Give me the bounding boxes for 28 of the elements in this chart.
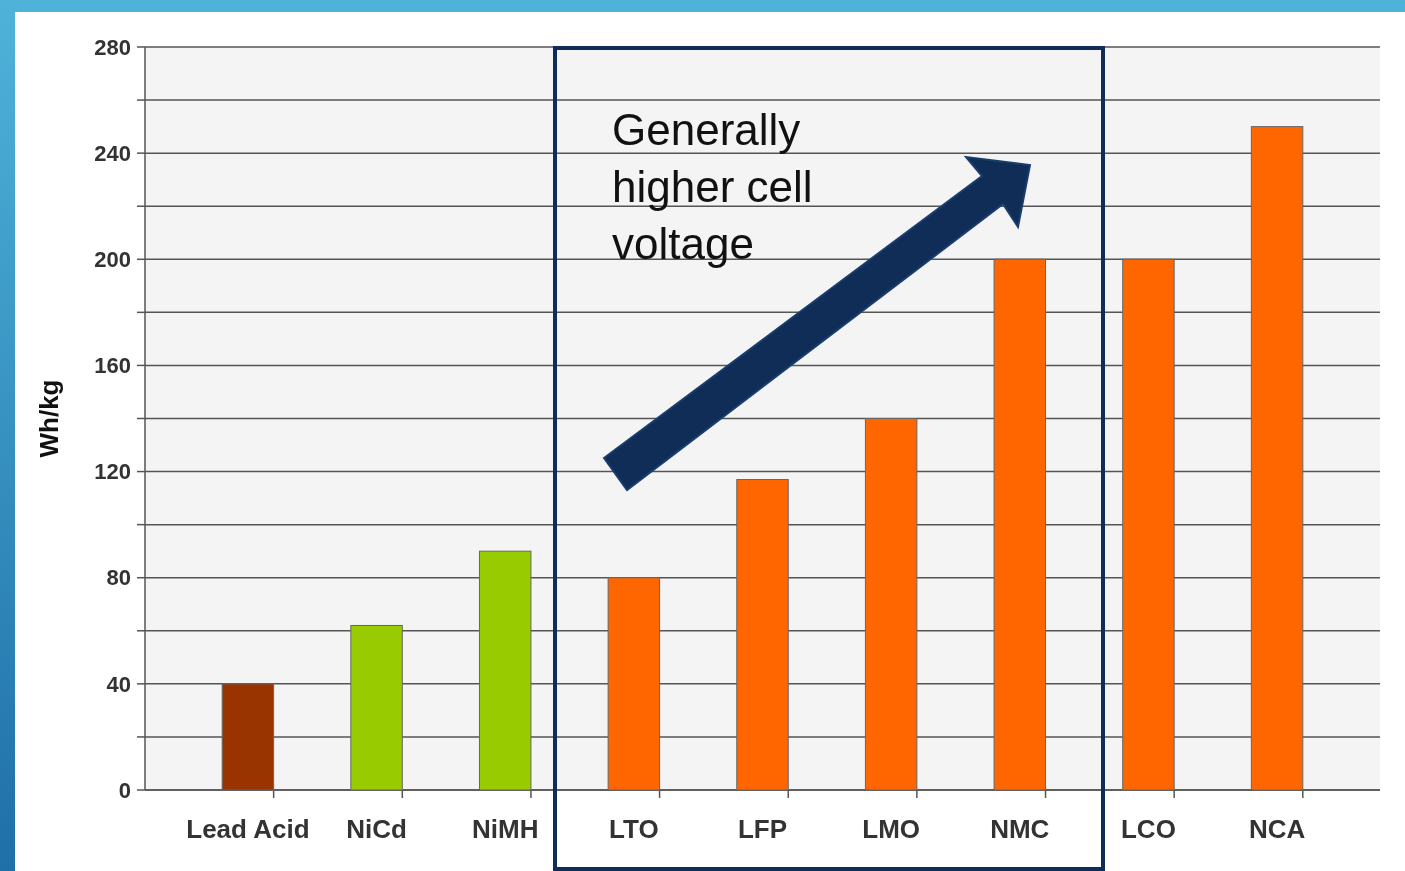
x-tick-label: NMC (990, 814, 1050, 844)
x-tick-label: NiMH (471, 814, 539, 844)
x-tick-label: NiCd (346, 814, 407, 844)
bar (478, 550, 532, 791)
x-tick-label: LFP (737, 814, 788, 844)
bar (993, 258, 1047, 791)
x-tick-label: LMO (862, 814, 921, 844)
y-tick-label: 280 (94, 34, 131, 60)
y-axis-title: Wh/kg (34, 379, 64, 458)
x-tick-label: Lead Acid (186, 814, 310, 844)
bar (1250, 126, 1304, 791)
y-tick-label: 240 (94, 140, 131, 166)
bar (350, 624, 403, 791)
bar (1122, 258, 1175, 791)
y-tick-label: 0 (118, 777, 131, 803)
annotation: Generally higher cell voltage (612, 105, 813, 268)
bar (864, 418, 918, 791)
bar (221, 683, 275, 791)
bar (736, 479, 789, 791)
y-tick-label: 80 (106, 565, 131, 591)
y-tick-label: 120 (94, 459, 131, 485)
y-tick-label: 200 (94, 246, 131, 272)
y-tick-label: 40 (106, 671, 131, 697)
y-tick-label: 160 (94, 353, 131, 379)
x-tick-label: LCO (1120, 814, 1176, 844)
bar (607, 577, 661, 791)
x-tick-label: NCA (1248, 814, 1306, 844)
x-tick-label: LTO (609, 814, 659, 844)
